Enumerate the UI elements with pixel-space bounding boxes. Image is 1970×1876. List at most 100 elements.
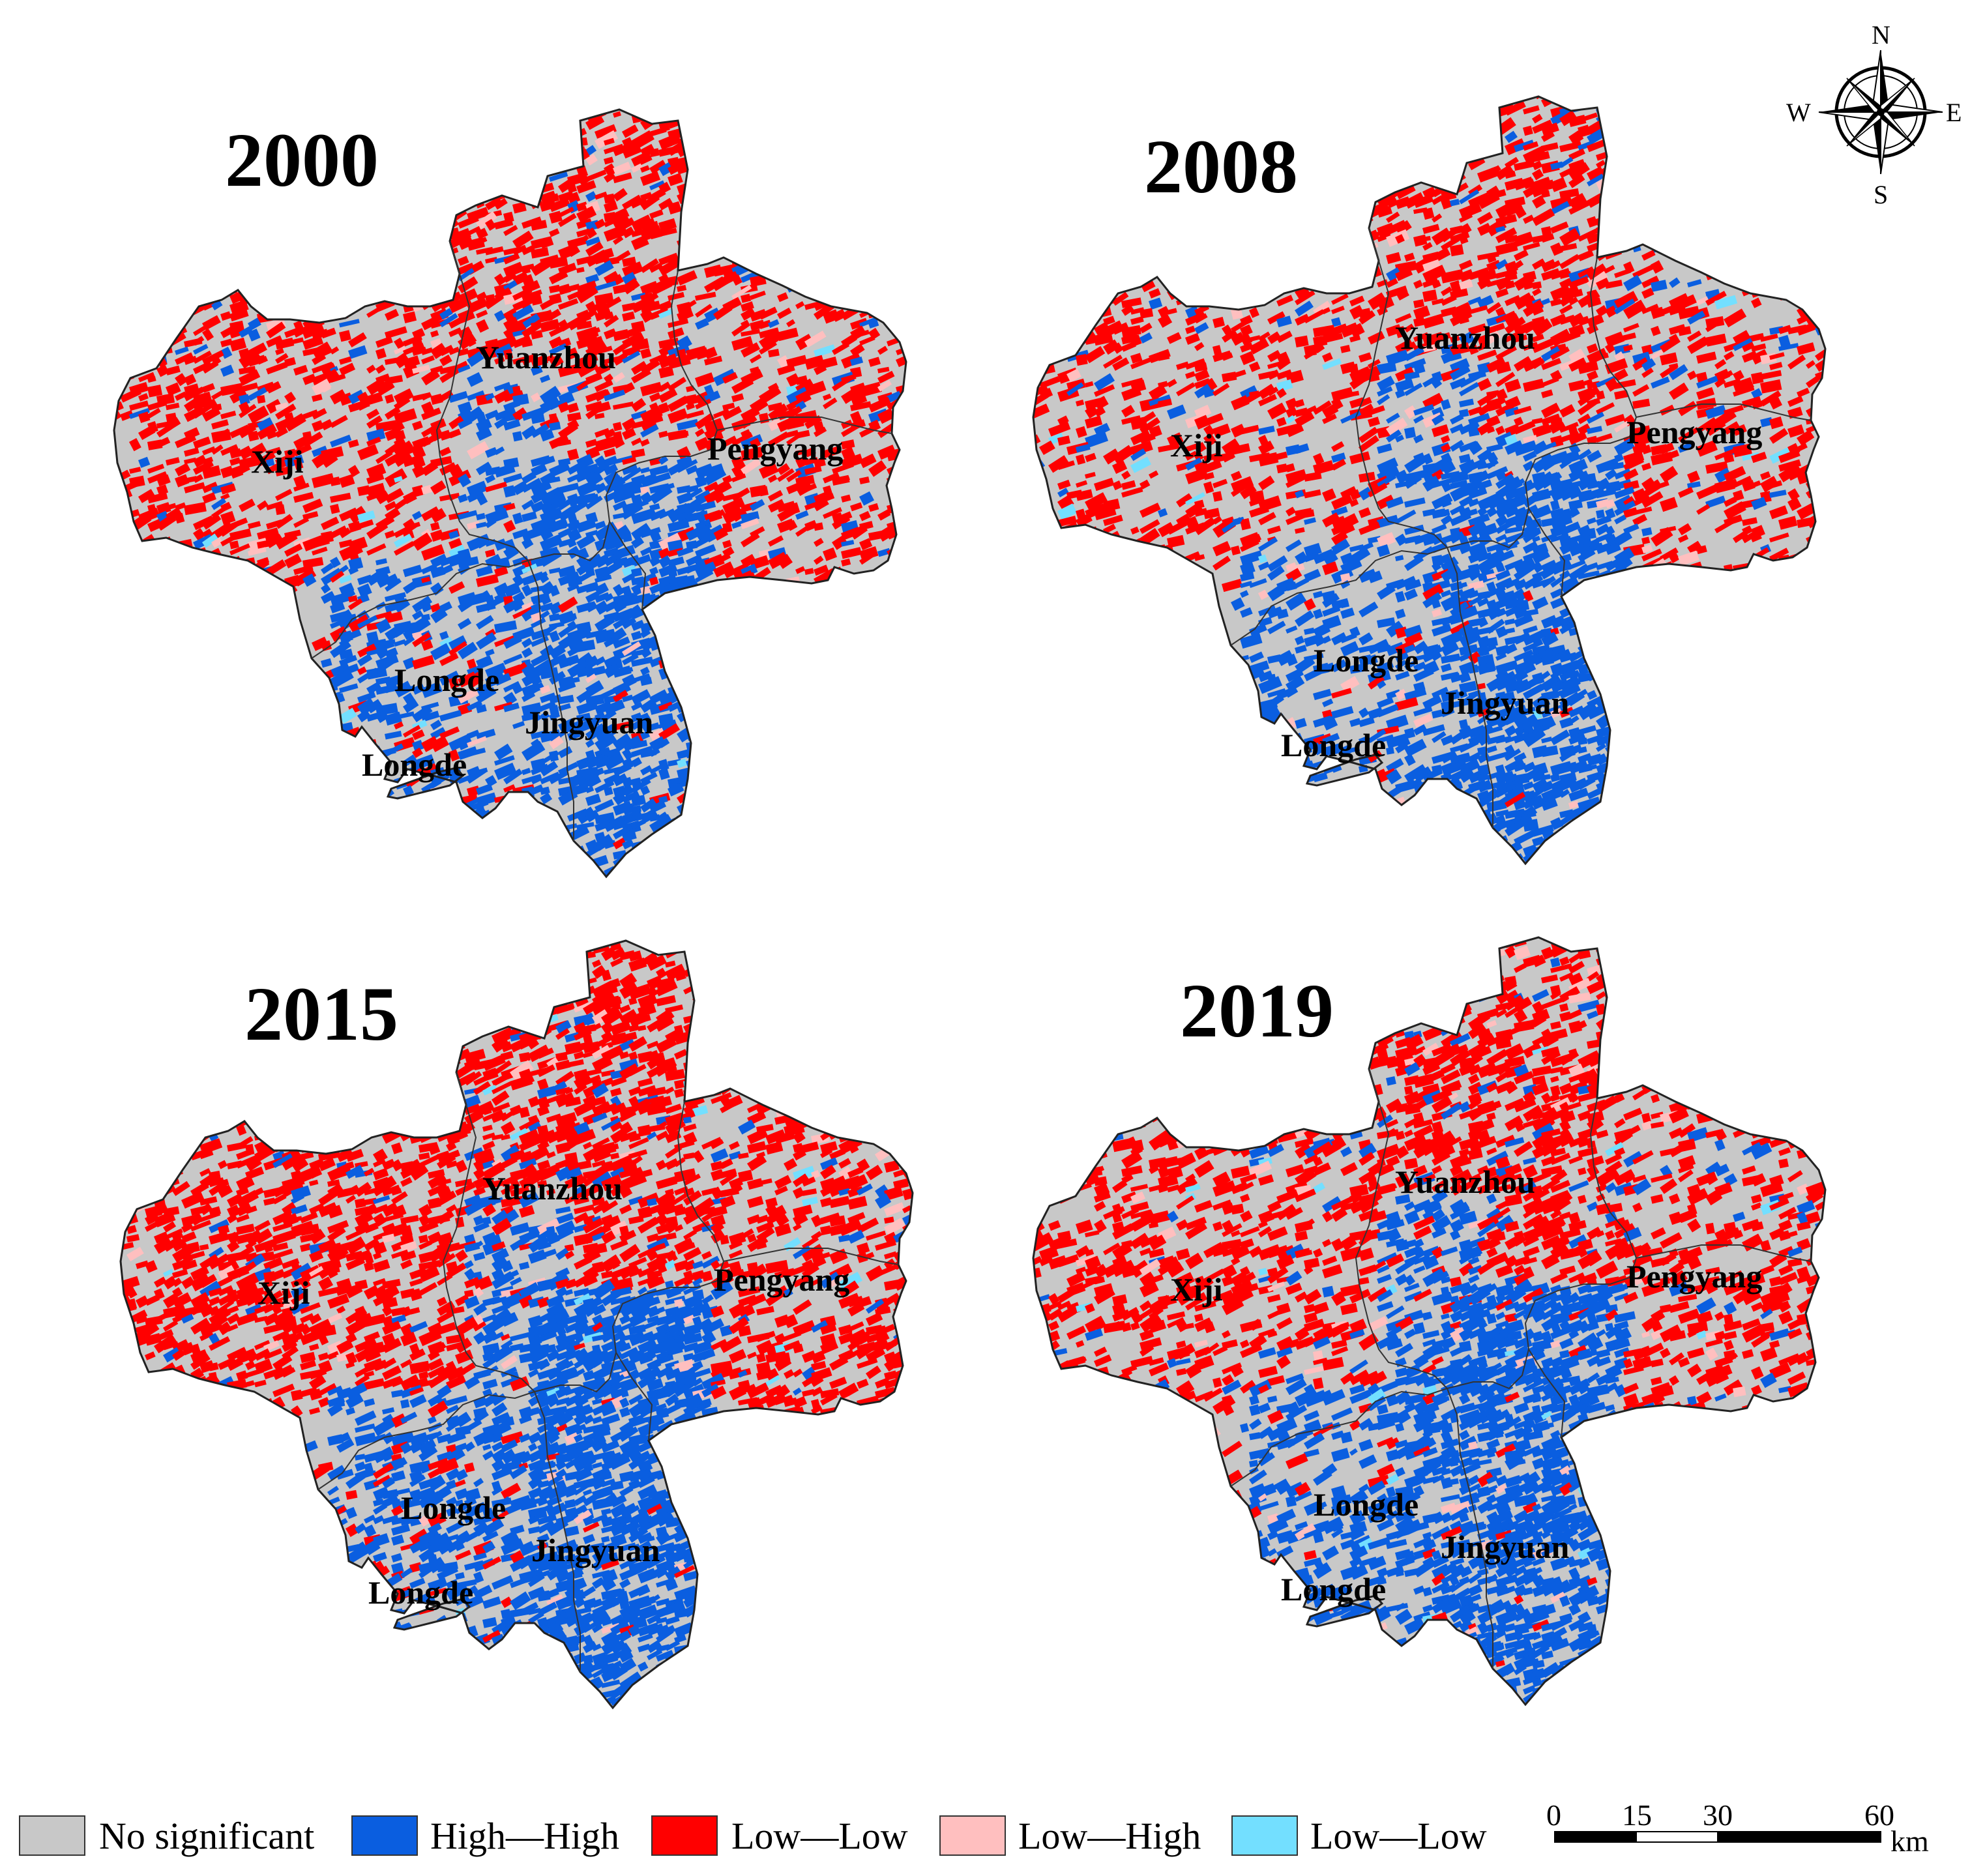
cluster-patch bbox=[494, 635, 515, 647]
cluster-patch bbox=[1213, 96, 1233, 98]
cluster-patch bbox=[330, 296, 349, 310]
cluster-patch bbox=[1395, 267, 1413, 282]
cluster-patch bbox=[777, 292, 789, 302]
cluster-patch bbox=[540, 237, 554, 249]
cluster-patch bbox=[1194, 460, 1209, 472]
cluster-patch bbox=[622, 124, 639, 138]
cluster-patch bbox=[211, 497, 227, 510]
cluster-patch bbox=[704, 346, 718, 359]
cluster-patch bbox=[247, 712, 259, 725]
cluster-patch bbox=[521, 537, 534, 550]
cluster-patch bbox=[731, 284, 752, 300]
cluster-patch bbox=[239, 455, 262, 469]
cluster-patch bbox=[1286, 221, 1300, 233]
cluster-patch bbox=[1075, 178, 1098, 193]
cluster-patch bbox=[905, 345, 906, 356]
cluster-patch bbox=[384, 684, 398, 694]
cluster-patch bbox=[202, 122, 222, 138]
cluster-patch bbox=[631, 567, 643, 578]
cluster-patch bbox=[248, 443, 267, 460]
cluster-patch bbox=[1724, 478, 1739, 490]
cluster-patch bbox=[265, 321, 286, 339]
cluster-patch bbox=[558, 497, 574, 510]
cluster-patch bbox=[1467, 296, 1482, 306]
cluster-patch bbox=[220, 877, 233, 890]
cluster-patch bbox=[777, 712, 797, 724]
cluster-patch bbox=[1322, 139, 1341, 156]
cluster-patch bbox=[448, 544, 466, 558]
cluster-patch bbox=[1240, 324, 1253, 337]
cluster-patch bbox=[439, 146, 452, 157]
cluster-patch bbox=[695, 127, 711, 141]
cluster-patch bbox=[1596, 96, 1609, 106]
cluster-patch bbox=[439, 652, 459, 666]
cluster-patch bbox=[841, 558, 851, 567]
cluster-patch bbox=[1459, 121, 1473, 134]
cluster-patch bbox=[1194, 342, 1205, 351]
cluster-patch bbox=[1322, 153, 1334, 164]
cluster-patch bbox=[1057, 415, 1069, 426]
cluster-patch bbox=[640, 473, 659, 488]
cluster-patch bbox=[175, 463, 191, 476]
cluster-patch bbox=[558, 746, 573, 759]
cluster-patch bbox=[1304, 133, 1315, 144]
cluster-patch bbox=[1687, 471, 1700, 484]
cluster-patch bbox=[211, 210, 225, 220]
cluster-patch bbox=[585, 723, 607, 741]
cluster-patch bbox=[1787, 180, 1798, 191]
cluster-patch bbox=[284, 294, 304, 309]
cluster-patch bbox=[722, 697, 744, 716]
cluster-patch bbox=[202, 866, 223, 877]
county-border-line bbox=[311, 560, 529, 659]
cluster-patch bbox=[493, 162, 512, 177]
cluster-patch bbox=[366, 829, 390, 843]
cluster-patch bbox=[1760, 113, 1778, 125]
cluster-patch bbox=[1587, 324, 1599, 334]
cluster-patch bbox=[1440, 105, 1458, 119]
cluster-patch bbox=[1513, 259, 1524, 269]
cluster-patch bbox=[1112, 161, 1125, 173]
cluster-patch bbox=[403, 342, 425, 356]
cluster-patch bbox=[887, 241, 906, 258]
cluster-patch bbox=[193, 274, 207, 284]
cluster-patch bbox=[1724, 496, 1737, 507]
cluster-patch bbox=[1231, 308, 1243, 320]
cluster-patch bbox=[439, 829, 461, 843]
cluster-patch bbox=[704, 307, 722, 323]
cluster-patch bbox=[548, 308, 562, 320]
cluster-patch bbox=[759, 486, 769, 497]
cluster-patch bbox=[348, 290, 366, 305]
cluster-patch bbox=[1760, 188, 1770, 197]
cluster-patch bbox=[193, 138, 203, 146]
cluster-patch bbox=[1824, 380, 1825, 390]
cluster-patch bbox=[439, 810, 451, 820]
cluster-patch bbox=[1203, 232, 1216, 244]
cluster-patch bbox=[1422, 96, 1433, 97]
cluster-patch bbox=[347, 283, 360, 294]
cluster-patch bbox=[576, 518, 597, 533]
cluster-patch bbox=[1285, 463, 1295, 473]
cluster-patch bbox=[658, 227, 677, 237]
cluster-patch bbox=[522, 671, 540, 687]
cluster-patch bbox=[804, 330, 827, 348]
cluster-patch bbox=[1623, 223, 1638, 236]
cluster-patch bbox=[731, 432, 753, 447]
cluster-patch bbox=[1450, 334, 1460, 343]
cluster-patch bbox=[201, 574, 216, 585]
cluster-patch bbox=[887, 647, 896, 656]
cluster-patch bbox=[1641, 287, 1654, 299]
cluster-patch bbox=[467, 100, 478, 108]
cluster-patch bbox=[1468, 513, 1490, 527]
cluster-patch bbox=[795, 185, 816, 200]
cluster-patch bbox=[1459, 235, 1469, 244]
cluster-patch bbox=[576, 180, 596, 194]
cluster-patch bbox=[1760, 175, 1783, 190]
cluster-patch bbox=[1185, 442, 1201, 452]
cluster-patch bbox=[193, 879, 201, 887]
cluster-patch bbox=[649, 472, 671, 485]
cluster-patch bbox=[484, 181, 500, 192]
cluster-patch bbox=[420, 778, 442, 794]
cluster-patch bbox=[339, 539, 353, 548]
cluster-patch bbox=[604, 561, 623, 576]
cluster-patch bbox=[558, 117, 574, 128]
